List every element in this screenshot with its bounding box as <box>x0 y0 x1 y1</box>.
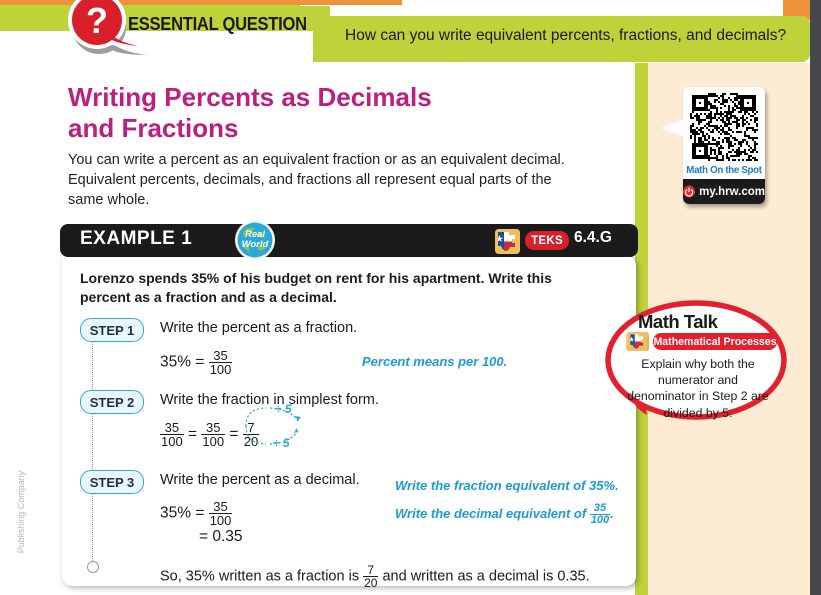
svg-text:÷ 5: ÷ 5 <box>275 404 292 416</box>
svg-text:÷ 5: ÷ 5 <box>273 436 290 448</box>
svg-text:World: World <box>242 239 269 250</box>
svg-text:?: ? <box>86 0 108 41</box>
